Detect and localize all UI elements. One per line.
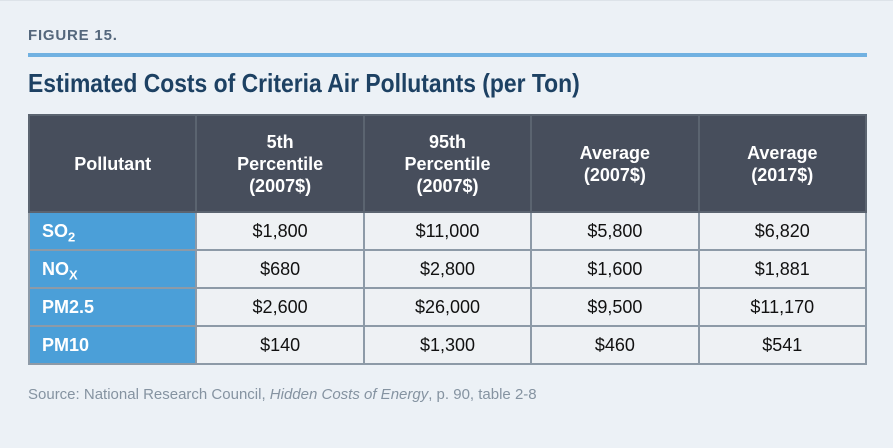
cell-so2-average-2007: $5,800: [530, 211, 700, 251]
figure-title: Estimated Costs of Criteria Air Pollutan…: [28, 68, 580, 98]
column-header-average-2007: Average (2007$): [530, 114, 700, 213]
source-work-title: Hidden Costs of Energy: [269, 386, 429, 403]
pollutant-label-base: PM2.5: [42, 296, 95, 317]
cell-pm10-average-2007: $460: [530, 325, 700, 365]
figure-content: FIGURE 15. Estimated Costs of Criteria A…: [27, 27, 868, 403]
pollutant-label-pm25: PM2.5: [27, 287, 198, 327]
pollutant-cost-table-wrap: Pollutant 5th Percentile (2007$) 95th Pe…: [27, 114, 868, 365]
column-header-pollutant: Pollutant: [27, 114, 198, 213]
cell-so2-average-2017: $6,820: [697, 211, 868, 251]
table-row-so2: SO2 $1,800 $11,000 $5,800 $6,820: [27, 211, 868, 251]
header-row: Pollutant 5th Percentile (2007$) 95th Pe…: [27, 114, 868, 213]
column-header-5th-percentile-2007: 5th Percentile (2007$): [195, 114, 365, 213]
table-row-nox: NOX $680 $2,800 $1,600 $1,881: [27, 249, 868, 289]
cell-pm25-95th-percentile: $26,000: [362, 287, 533, 327]
column-header-95th-percentile-2007: 95th Percentile (2007$): [362, 114, 533, 213]
source-prefix: Source: National Research Council,: [28, 386, 270, 403]
pollutant-label-so2: SO2: [27, 211, 198, 251]
cell-nox-5th-percentile: $680: [195, 249, 365, 289]
figure-label: FIGURE 15.: [28, 27, 118, 44]
cell-so2-95th-percentile: $11,000: [362, 211, 533, 251]
cell-nox-average-2007: $1,600: [530, 249, 700, 289]
pollutant-label-nox: NOX: [27, 249, 198, 289]
accent-rule: [28, 53, 867, 57]
source-suffix: , p. 90, table 2-8: [428, 386, 537, 403]
pollutant-label-base: PM10: [42, 334, 90, 355]
cell-pm10-5th-percentile: $140: [195, 325, 365, 365]
cell-nox-average-2017: $1,881: [697, 249, 868, 289]
table-row-pm10: PM10 $140 $1,300 $460 $541: [27, 325, 868, 365]
pollutant-label-pm10: PM10: [27, 325, 198, 365]
pollutant-label-subscript: X: [69, 267, 78, 283]
table-row-pm25: PM2.5 $2,600 $26,000 $9,500 $11,170: [27, 287, 868, 327]
cell-pm10-average-2017: $541: [697, 325, 868, 365]
pollutant-label-base: SO: [42, 220, 69, 241]
cell-nox-95th-percentile: $2,800: [362, 249, 533, 289]
column-header-average-2017: Average (2017$): [697, 114, 868, 213]
source-citation: Source: National Research Council, Hidde…: [28, 386, 867, 403]
cell-pm25-average-2017: $11,170: [697, 287, 868, 327]
pollutant-cost-table: Pollutant 5th Percentile (2007$) 95th Pe…: [27, 114, 868, 365]
pollutant-label-subscript: 2: [68, 229, 76, 245]
cell-pm10-95th-percentile: $1,300: [362, 325, 533, 365]
cell-pm25-average-2007: $9,500: [530, 287, 700, 327]
cell-so2-5th-percentile: $1,800: [195, 211, 365, 251]
pollutant-label-base: NO: [42, 258, 69, 279]
cell-pm25-5th-percentile: $2,600: [195, 287, 365, 327]
